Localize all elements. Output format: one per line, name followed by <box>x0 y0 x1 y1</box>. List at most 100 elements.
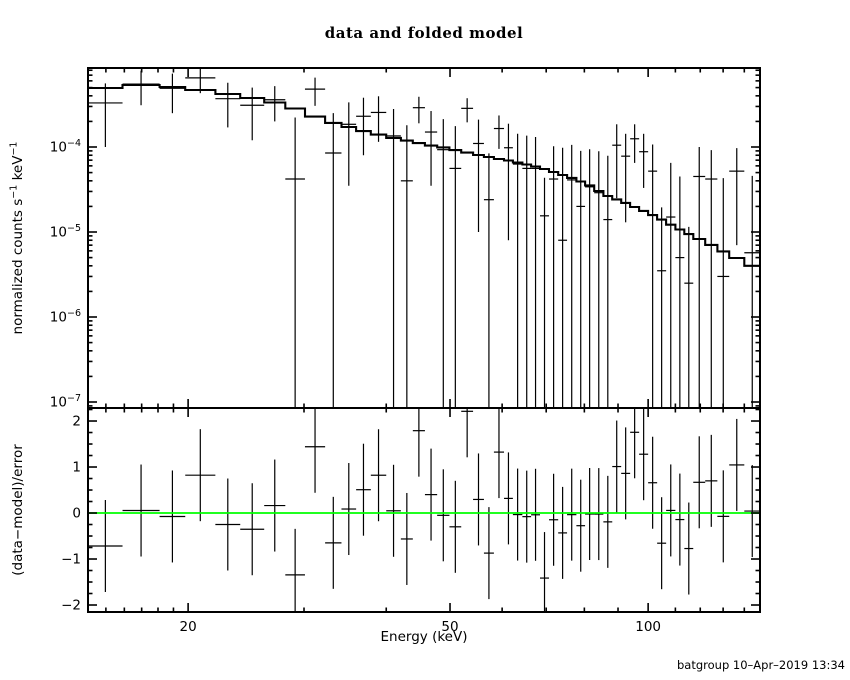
residual-cross <box>558 486 568 579</box>
residual-cross <box>621 427 631 520</box>
data-point-cross <box>576 150 586 408</box>
residual-cross <box>522 470 532 563</box>
residual-cross <box>576 479 586 572</box>
x-axis-label: Energy (keV) <box>380 629 468 645</box>
residual-cross <box>437 469 450 562</box>
residual-cross <box>717 470 730 563</box>
residual-cross <box>639 408 649 501</box>
data-point-cross <box>630 124 640 163</box>
axis-tick-labels: 20 50 100 10−4 10−5 10−6 10−7 −2 −1 0 1 2 <box>50 138 661 635</box>
data-point-cross <box>400 125 413 408</box>
y-tick-label-top: 10−7 <box>50 393 81 411</box>
x-tick-label: 100 <box>635 619 661 635</box>
y-tick-label-bottom: 2 <box>72 414 81 430</box>
residual-cross <box>693 436 706 529</box>
residual-cross <box>400 492 413 585</box>
residual-cross <box>744 465 760 558</box>
residual-data-points <box>88 408 760 612</box>
data-point-cross <box>356 97 371 156</box>
data-point-cross <box>705 150 718 408</box>
data-point-cross <box>285 117 305 408</box>
data-point-cross <box>88 83 123 148</box>
data-point-cross <box>594 151 604 408</box>
residual-cross <box>512 468 523 561</box>
x-tick-label: 20 <box>180 619 197 635</box>
data-point-cross <box>185 68 216 94</box>
residual-cross <box>567 468 577 561</box>
residual-cross <box>159 470 186 563</box>
data-point-cross <box>512 133 523 408</box>
residual-cross <box>504 452 513 545</box>
residual-cross <box>531 468 540 561</box>
residual-cross <box>386 464 401 557</box>
data-point-cross <box>531 137 540 408</box>
y-tick-label-bottom: 0 <box>72 506 81 522</box>
data-point-cross <box>744 175 760 408</box>
y-tick-label-top: 10−5 <box>50 223 81 241</box>
y-tick-label-top: 10−6 <box>50 308 81 326</box>
data-point-cross <box>437 119 450 408</box>
data-point-cross <box>639 133 649 188</box>
residual-cross <box>304 408 326 493</box>
residual-cross <box>657 497 667 590</box>
data-point-cross <box>657 207 667 408</box>
folded-model-histogram <box>88 83 760 267</box>
data-point-cross <box>549 146 559 408</box>
residual-cross <box>325 496 342 589</box>
data-point-cross <box>304 77 326 106</box>
residual-cross <box>88 500 123 593</box>
y-tick-label-top: 10−4 <box>50 138 81 156</box>
residual-cross <box>675 473 685 566</box>
data-point-cross <box>159 73 186 114</box>
residual-cross <box>493 408 505 499</box>
residual-cross <box>122 464 160 557</box>
bottom-panel-frame <box>87 407 761 613</box>
residual-cross <box>585 468 595 561</box>
y-tick-label-bottom: −1 <box>61 552 81 568</box>
x-tick-label: 50 <box>441 619 458 635</box>
residual-cross <box>240 483 265 576</box>
residual-cross <box>264 459 286 552</box>
data-point-cross <box>386 108 401 408</box>
data-point-cross <box>522 135 532 408</box>
data-point-cross <box>539 177 550 408</box>
data-point-cross <box>603 155 613 408</box>
residual-cross <box>473 453 484 546</box>
residual-cross <box>483 507 494 600</box>
residual-cross <box>648 436 658 529</box>
data-point-cross <box>341 102 357 186</box>
residual-cross <box>370 429 387 522</box>
residual-cross <box>729 418 745 511</box>
data-point-cross <box>585 149 595 408</box>
bottom-panel-y-label: (data−model)/error <box>10 444 26 576</box>
residual-cross <box>612 420 622 513</box>
residual-cross <box>449 480 462 573</box>
y-tick-label-bottom: 1 <box>72 460 81 476</box>
data-point-cross <box>493 115 505 149</box>
residual-cross <box>461 408 474 458</box>
data-point-cross <box>558 147 568 408</box>
axis-ticks <box>88 68 760 612</box>
top-panel-y-label: normalized counts s−1​ keV−1​ <box>9 142 27 335</box>
data-point-cross <box>684 226 694 408</box>
data-point-cross <box>717 178 730 408</box>
data-point-cross <box>567 144 577 408</box>
residual-cross <box>603 475 613 568</box>
residual-cross <box>630 408 640 479</box>
plot-footer-timestamp: batgroup 10–Apr–2019 13:34 <box>676 658 845 672</box>
residual-cross <box>185 429 216 522</box>
data-point-cross <box>264 86 286 122</box>
data-point-cross <box>424 111 438 186</box>
residual-cross <box>412 408 425 477</box>
panel-frames <box>87 67 761 613</box>
data-point-cross <box>693 147 706 408</box>
data-point-cross <box>240 87 265 141</box>
residual-cross <box>705 434 718 527</box>
residual-cross <box>285 528 305 612</box>
data-point-cross <box>325 113 342 408</box>
data-point-cross <box>483 153 494 408</box>
residual-cross <box>549 473 559 566</box>
spectrum-data-points <box>88 68 760 408</box>
residual-cross <box>684 502 694 595</box>
residual-cross <box>356 443 371 536</box>
